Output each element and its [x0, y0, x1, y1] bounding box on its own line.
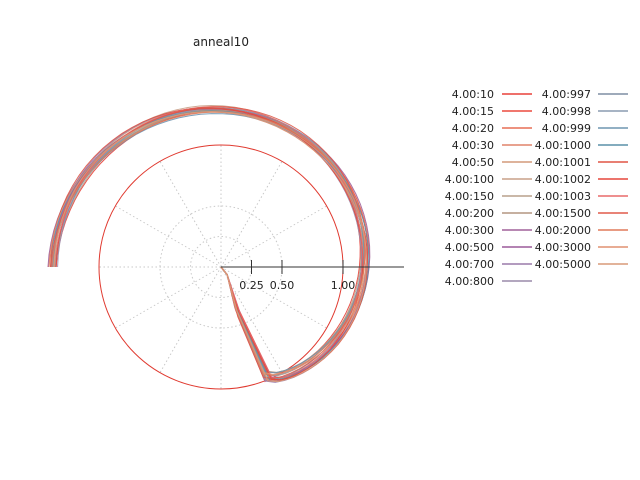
grid-spoke — [220, 266, 327, 329]
chart-title: anneal10 — [193, 35, 249, 49]
legend-label: 4.00:1500 — [535, 207, 591, 220]
radial-tick-label: 0.25 — [239, 279, 264, 292]
series-curves — [47, 104, 371, 383]
legend-label: 4.00:800 — [445, 275, 494, 288]
legend-label: 4.00:999 — [542, 122, 591, 135]
legend-label: 4.00:15 — [452, 105, 494, 118]
legend-label: 4.00:1001 — [535, 156, 591, 169]
legend-label: 4.00:997 — [542, 88, 591, 101]
grid-spoke — [220, 205, 327, 268]
grid-spoke — [115, 205, 222, 268]
radial-tick-label: 1.00 — [331, 279, 356, 292]
grid-spoke — [159, 161, 222, 268]
legend-label: 4.00:998 — [542, 105, 591, 118]
legend-label: 4.00:150 — [445, 190, 494, 203]
legend-label: 4.00:100 — [445, 173, 494, 186]
radial-tick-label: 0.50 — [270, 279, 295, 292]
radial-axis: 0.25 0.50 1.00 — [221, 260, 404, 292]
legend-label: 4.00:300 — [445, 224, 494, 237]
grid-spoke — [220, 161, 283, 268]
series-line-4.00:3000 — [48, 110, 367, 376]
legend-label: 4.00:20 — [452, 122, 494, 135]
series-line-4.00:5000 — [54, 111, 368, 383]
legend-label: 4.00:10 — [452, 88, 494, 101]
legend-label: 4.00:500 — [445, 241, 494, 254]
grid-spoke — [159, 266, 222, 373]
grid-spoke — [220, 266, 283, 373]
legend-label: 4.00:3000 — [535, 241, 591, 254]
grid-spoke — [115, 266, 222, 329]
legend-label: 4.00:5000 — [535, 258, 591, 271]
series-line-4.00:2000 — [51, 111, 366, 377]
legend-label: 4.00:2000 — [535, 224, 591, 237]
legend-label: 4.00:200 — [445, 207, 494, 220]
legend-label: 4.00:1002 — [535, 173, 591, 186]
legend-label: 4.00:1000 — [535, 139, 591, 152]
legend-label: 4.00:1003 — [535, 190, 591, 203]
legend-label: 4.00:50 — [452, 156, 494, 169]
legend-label: 4.00:700 — [445, 258, 494, 271]
legend-label: 4.00:30 — [452, 139, 494, 152]
legend: 4.00:10 4.00:15 4.00:20 4.00:30 4.00:50 4.00:… — [445, 88, 628, 288]
